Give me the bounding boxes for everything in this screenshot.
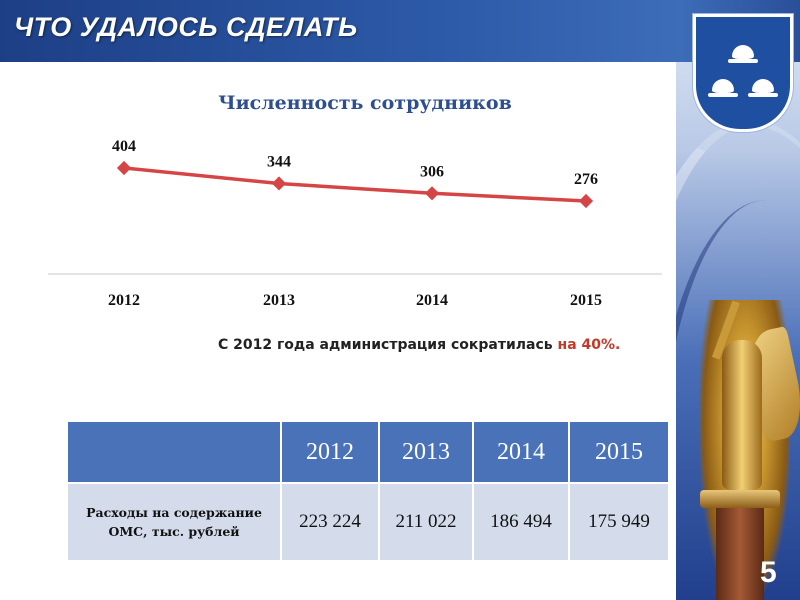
- table-header-cell: [66, 420, 282, 484]
- data-label: 404: [112, 138, 136, 155]
- header-bar: ЧТО УДАЛОСЬ СДЕЛАТЬ: [0, 0, 800, 62]
- table-cell: 186 494: [472, 482, 570, 562]
- lotus-icon: [708, 79, 738, 97]
- table-header-cell: 2013: [378, 420, 474, 484]
- x-tick-label: 2013: [263, 292, 295, 309]
- lotus-icon: [748, 79, 778, 97]
- data-point: [116, 160, 132, 176]
- table-header-cell: 2014: [472, 420, 570, 484]
- data-label: 276: [574, 171, 598, 188]
- x-tick-label: 2012: [108, 292, 140, 309]
- table-header-cell: 2015: [568, 420, 670, 484]
- line-chart: 404 344 306 276 2012 2013 2014 2015: [48, 138, 662, 309]
- table-row: Расходы на содержание ОМС, тыс. рублей 2…: [66, 482, 670, 562]
- page-number: 5: [760, 556, 777, 589]
- summary-main: С 2012 года администрация сократилась: [218, 337, 558, 353]
- costs-table: 2012 2013 2014 2015 Расходы на содержани…: [66, 420, 670, 562]
- data-label: 306: [420, 163, 444, 180]
- summary-highlight: на 40%.: [557, 337, 621, 353]
- table-header-cell: 2012: [280, 420, 380, 484]
- lotus-icon: [728, 45, 758, 63]
- data-point: [424, 186, 440, 201]
- table-cell: 211 022: [378, 482, 474, 562]
- data-point: [271, 176, 287, 191]
- coat-of-arms-icon: [693, 14, 793, 132]
- x-tick-label: 2015: [570, 292, 602, 309]
- table-header-row: 2012 2013 2014 2015: [66, 420, 670, 484]
- data-point: [578, 193, 594, 209]
- chart-title: Численность сотрудников: [218, 92, 512, 114]
- table-cell: 175 949: [568, 482, 670, 562]
- page-title: ЧТО УДАЛОСЬ СДЕЛАТЬ: [14, 12, 358, 42]
- summary-text: С 2012 года администрация сократилась на…: [218, 337, 620, 353]
- table-cell: 223 224: [280, 482, 380, 562]
- table-row-label: Расходы на содержание ОМС, тыс. рублей: [66, 482, 282, 562]
- series-line: [123, 166, 587, 203]
- x-tick-label: 2014: [416, 292, 448, 309]
- data-label: 344: [267, 153, 291, 170]
